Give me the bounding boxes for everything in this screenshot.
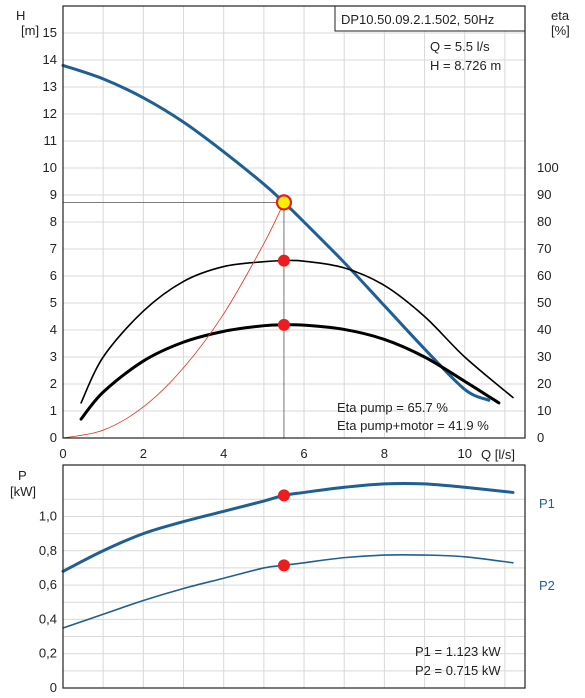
top-grid xyxy=(63,6,525,438)
y-tick-left: 1 xyxy=(50,403,57,418)
p-axis-label: P xyxy=(18,468,27,483)
y-tick-left: 15 xyxy=(43,25,57,40)
y-tick-right: 100 xyxy=(537,160,559,175)
power-marker xyxy=(277,489,290,502)
bottom-series xyxy=(61,481,515,629)
h-axis-label: H xyxy=(16,8,25,23)
y-tick-left: 4 xyxy=(50,322,57,337)
eta-pump-annotation: Eta pump = 65.7 % xyxy=(337,400,448,415)
y-tick-left: 13 xyxy=(43,79,57,94)
p-axis-unit: [kW] xyxy=(10,484,36,499)
y-tick-power: 1,0 xyxy=(39,508,57,523)
y-tick-right: 70 xyxy=(537,241,551,256)
y-tick-power: 0,4 xyxy=(39,611,57,626)
y-tick-right: 80 xyxy=(537,214,551,229)
y-tick-right: 40 xyxy=(537,322,551,337)
y-tick-right: 10 xyxy=(537,403,551,418)
y-tick-left: 14 xyxy=(43,52,57,67)
x-tick: 8 xyxy=(381,446,388,461)
q-annotation: Q = 5.5 l/s xyxy=(430,39,490,54)
y-tick-power: 0,8 xyxy=(39,543,57,558)
bottom-grid xyxy=(63,464,525,688)
y-tick-right: 60 xyxy=(537,268,551,283)
operating-point-marker xyxy=(275,194,293,211)
y-tick-right: 30 xyxy=(537,349,551,364)
y-tick-left: 2 xyxy=(50,376,57,391)
y-tick-left: 3 xyxy=(50,349,57,364)
y-tick-right: 20 xyxy=(537,376,551,391)
y-tick-right: 90 xyxy=(537,187,551,202)
y-tick-left: 7 xyxy=(50,241,57,256)
eta-total-annotation: Eta pump+motor = 41.9 % xyxy=(337,418,489,433)
top-ticks: 0123456789101112131415010203040506070809… xyxy=(43,25,559,461)
y-tick-left: 6 xyxy=(50,268,57,283)
p1-series-label: P1 xyxy=(539,496,555,511)
efficiency-marker xyxy=(277,318,290,331)
y-tick-left: 0 xyxy=(50,430,57,445)
chart-title: DP10.50.09.2.1.502, 50Hz xyxy=(341,12,494,27)
y-tick-power: 0,2 xyxy=(39,646,57,661)
p2-annotation: P2 = 0.715 kW xyxy=(415,663,501,678)
top-plot-frame xyxy=(62,5,526,439)
power-marker xyxy=(277,559,290,572)
y-tick-left: 11 xyxy=(44,133,58,148)
series-system xyxy=(62,201,285,439)
x-tick: 2 xyxy=(140,446,147,461)
eta-axis-label: eta xyxy=(551,8,570,23)
x-tick: 0 xyxy=(59,446,66,461)
bottom-plot-frame xyxy=(62,464,526,689)
series-eta_pump xyxy=(80,259,514,404)
y-tick-left: 12 xyxy=(43,106,57,121)
x-axis-label: Q [l/s] xyxy=(481,447,515,462)
p1-annotation: P1 = 1.123 kW xyxy=(415,644,501,659)
y-tick-left: 5 xyxy=(50,295,57,310)
y-tick-power: 0,6 xyxy=(39,577,57,592)
bottom-ticks: 0 0,2 0,4 0,6 0,8 1,0 xyxy=(39,508,57,695)
y-tick-left: 10 xyxy=(43,160,57,175)
x-tick: 6 xyxy=(300,446,307,461)
eta-axis-unit: [%] xyxy=(551,23,570,38)
p2-series-label: P2 xyxy=(539,578,555,593)
x-tick: 10 xyxy=(458,446,472,461)
x-tick: 4 xyxy=(220,446,227,461)
y-tick-right: 50 xyxy=(537,295,551,310)
h-annotation: H = 8.726 m xyxy=(430,58,501,73)
y-tick-left: 8 xyxy=(50,214,57,229)
top-series xyxy=(61,63,514,439)
y-tick-right: 0 xyxy=(537,430,544,445)
y-tick-power: 0 xyxy=(50,680,57,695)
y-tick-left: 9 xyxy=(50,187,57,202)
efficiency-marker xyxy=(277,254,290,267)
h-axis-unit: [m] xyxy=(21,23,39,38)
